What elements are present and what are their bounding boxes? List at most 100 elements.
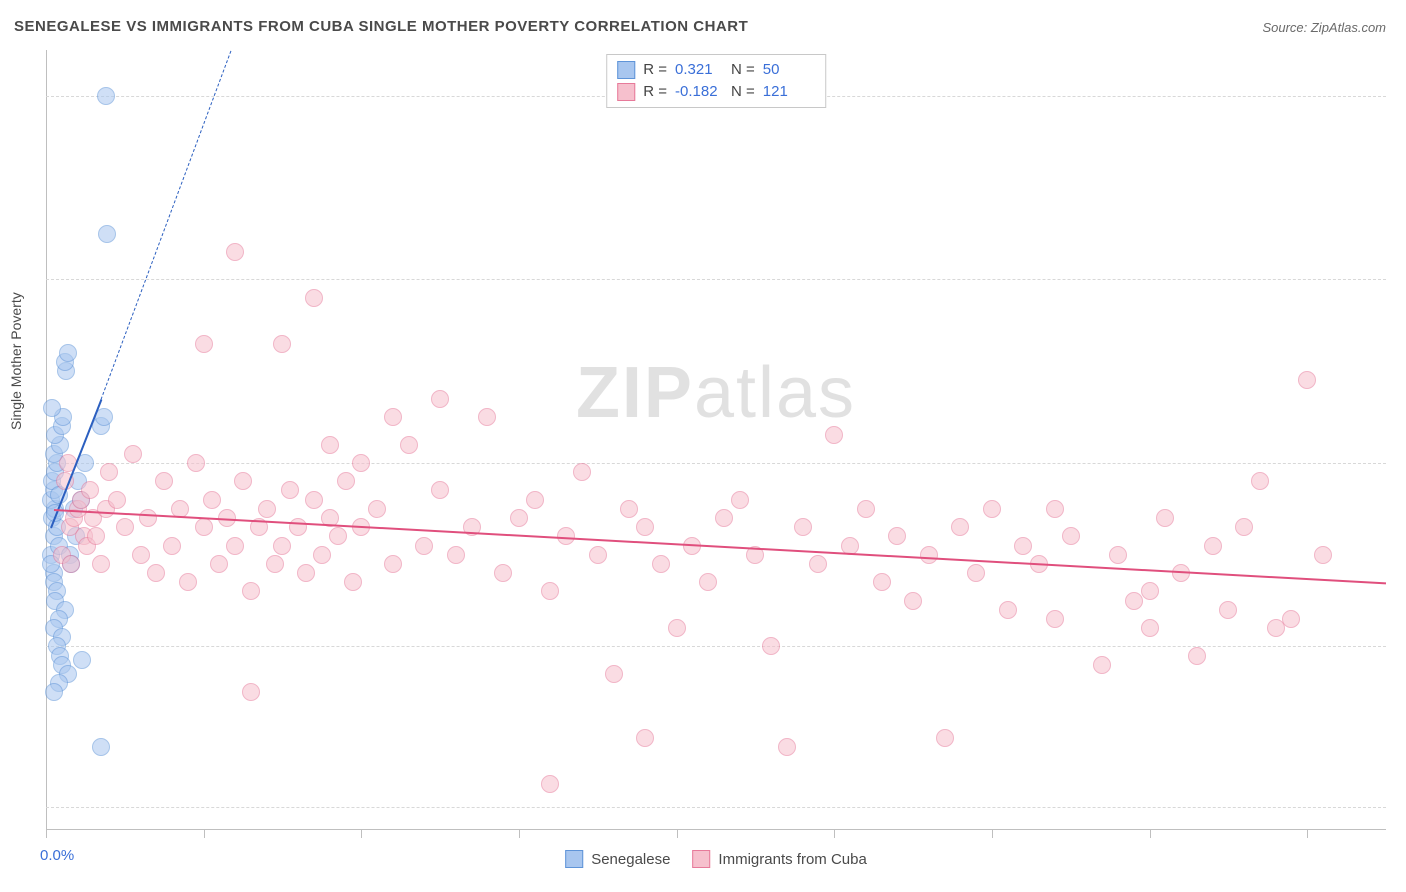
x-tick (1307, 830, 1308, 838)
data-point (1219, 601, 1237, 619)
watermark: ZIPatlas (576, 352, 856, 434)
legend-n-label: N = (731, 81, 755, 103)
data-point (352, 454, 370, 472)
data-point (226, 537, 244, 555)
data-point (242, 683, 260, 701)
data-point (73, 651, 91, 669)
data-point (226, 243, 244, 261)
data-point (179, 573, 197, 591)
data-point (273, 537, 291, 555)
x-tick (1150, 830, 1151, 838)
data-point (92, 738, 110, 756)
data-point (155, 472, 173, 490)
data-point (313, 546, 331, 564)
data-point (97, 87, 115, 105)
gridline (46, 463, 1386, 464)
data-point (494, 564, 512, 582)
x-tick (46, 830, 47, 838)
data-point (100, 463, 118, 481)
data-point (187, 454, 205, 472)
data-point (715, 509, 733, 527)
data-point (526, 491, 544, 509)
data-point (289, 518, 307, 536)
data-point (344, 573, 362, 591)
data-point (589, 546, 607, 564)
x-tick (677, 830, 678, 838)
data-point (321, 436, 339, 454)
data-point (731, 491, 749, 509)
data-point (967, 564, 985, 582)
legend-swatch (617, 61, 635, 79)
data-point (139, 509, 157, 527)
data-point (273, 335, 291, 353)
data-point (510, 509, 528, 527)
data-point (368, 500, 386, 518)
legend-swatch (692, 850, 710, 868)
data-point (195, 518, 213, 536)
data-point (305, 289, 323, 307)
x-tick (519, 830, 520, 838)
legend-n-value: 50 (763, 59, 811, 81)
data-point (108, 491, 126, 509)
data-point (81, 481, 99, 499)
legend-r-label: R = (643, 59, 667, 81)
data-point (415, 537, 433, 555)
data-point (92, 555, 110, 573)
data-point (794, 518, 812, 536)
legend-swatch (565, 850, 583, 868)
legend-label: Immigrants from Cuba (718, 851, 866, 868)
data-point (242, 582, 260, 600)
y-axis-label: Single Mother Poverty (8, 292, 24, 430)
data-point (431, 390, 449, 408)
source-label: Source: ZipAtlas.com (1262, 20, 1386, 35)
data-point (936, 729, 954, 747)
data-point (1046, 500, 1064, 518)
data-point (337, 472, 355, 490)
x-tick (834, 830, 835, 838)
data-point (1109, 546, 1127, 564)
data-point (1141, 619, 1159, 637)
data-point (384, 555, 402, 573)
data-point (297, 564, 315, 582)
data-point (431, 481, 449, 499)
data-point (147, 564, 165, 582)
data-point (98, 225, 116, 243)
data-point (1282, 610, 1300, 628)
trend-line (101, 50, 232, 399)
data-point (904, 592, 922, 610)
data-point (825, 426, 843, 444)
series-legend: Senegalese Immigrants from Cuba (565, 850, 867, 868)
data-point (384, 408, 402, 426)
data-point (920, 546, 938, 564)
data-point (999, 601, 1017, 619)
data-point (1204, 537, 1222, 555)
data-point (605, 665, 623, 683)
data-point (541, 775, 559, 793)
chart-plot-area: 20.0%40.0%60.0%80.0%0.0%80.0%ZIPatlasR =… (46, 50, 1386, 830)
data-point (983, 500, 1001, 518)
legend-swatch (617, 83, 635, 101)
data-point (478, 408, 496, 426)
data-point (1141, 582, 1159, 600)
data-point (329, 527, 347, 545)
data-point (809, 555, 827, 573)
data-point (1046, 610, 1064, 628)
data-point (43, 399, 61, 417)
data-point (1251, 472, 1269, 490)
data-point (951, 518, 969, 536)
data-point (447, 546, 465, 564)
gridline (46, 279, 1386, 280)
chart-title: SENEGALESE VS IMMIGRANTS FROM CUBA SINGL… (14, 18, 748, 35)
data-point (762, 637, 780, 655)
data-point (636, 518, 654, 536)
x-tick (361, 830, 362, 838)
legend-r-value: 0.321 (675, 59, 723, 81)
legend-label: Senegalese (591, 851, 670, 868)
data-point (116, 518, 134, 536)
data-point (234, 472, 252, 490)
data-point (1093, 656, 1111, 674)
data-point (1156, 509, 1174, 527)
data-point (1014, 537, 1032, 555)
data-point (636, 729, 654, 747)
data-point (400, 436, 418, 454)
